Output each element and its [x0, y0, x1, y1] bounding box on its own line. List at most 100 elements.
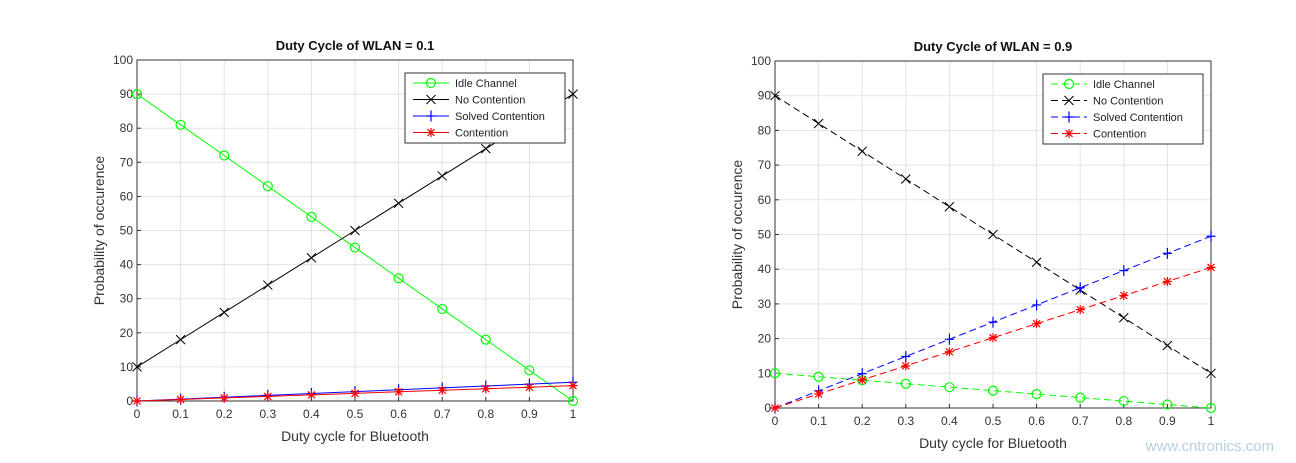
- y-tick-label: 90: [120, 87, 134, 101]
- data-point: [1162, 247, 1172, 259]
- data-point: [219, 150, 230, 161]
- data-point: [175, 119, 186, 130]
- data-point: [524, 382, 534, 392]
- legend-marker: [426, 128, 436, 137]
- data-point: [901, 361, 911, 371]
- y-tick-label: 80: [758, 123, 772, 137]
- y-tick-label: 100: [113, 53, 133, 67]
- data-point: [131, 88, 143, 100]
- data-point: [219, 393, 229, 403]
- data-point: [987, 385, 999, 396]
- data-point: [350, 225, 360, 236]
- x-axis-label: Duty cycle for Bluetooth: [919, 435, 1067, 451]
- legend-label: Solved Contention: [455, 111, 545, 123]
- y-tick-label: 0: [126, 394, 133, 408]
- x-tick-label: 0.4: [941, 414, 958, 428]
- data-point: [988, 229, 998, 240]
- data-point: [813, 118, 824, 129]
- data-point: [306, 211, 317, 222]
- data-point: [349, 242, 361, 253]
- data-point: [1075, 282, 1085, 294]
- y-tick-label: 10: [758, 366, 772, 380]
- y-tick-label: 60: [758, 193, 772, 207]
- data-point: [857, 375, 867, 385]
- x-tick-label: 0.5: [985, 414, 1002, 428]
- legend-label: No Contention: [455, 95, 525, 107]
- data-point: [568, 89, 578, 99]
- x-tick-label: 0.3: [897, 414, 914, 428]
- data-point: [944, 333, 954, 345]
- y-tick-label: 40: [758, 262, 772, 276]
- x-tick-label: 0.1: [810, 414, 827, 428]
- x-tick-label: 0.1: [172, 407, 189, 421]
- data-point: [1075, 305, 1085, 315]
- series-contention: [132, 381, 578, 406]
- legend-label: Idle Channel: [1093, 79, 1155, 91]
- series-idle-channel: [131, 88, 579, 407]
- x-tick-label: 0: [134, 407, 141, 421]
- legend-label: Contention: [1093, 129, 1146, 141]
- data-point: [814, 389, 824, 399]
- y-tick-label: 80: [120, 121, 134, 135]
- data-point: [988, 316, 998, 328]
- y-tick-label: 50: [120, 224, 134, 238]
- data-point: [944, 201, 955, 212]
- y-tick-label: 70: [758, 158, 772, 172]
- data-point: [175, 334, 186, 345]
- y-tick-label: 90: [758, 89, 772, 103]
- chart-title: Duty Cycle of WLAN = 0.9: [914, 39, 1073, 54]
- y-tick-label: 100: [751, 54, 771, 68]
- data-point: [132, 362, 142, 372]
- x-tick-label: 0.9: [521, 407, 538, 421]
- y-axis-label: Probability of occurence: [91, 156, 107, 306]
- legend-marker: [426, 94, 436, 105]
- data-point: [944, 347, 954, 357]
- x-tick-label: 0.5: [347, 407, 364, 421]
- x-tick-label: 1: [1208, 414, 1215, 428]
- data-point: [1075, 392, 1086, 403]
- data-point: [1031, 257, 1042, 268]
- y-tick-label: 10: [120, 360, 134, 374]
- x-tick-label: 1: [570, 407, 577, 421]
- x-tick-label: 0.8: [1115, 414, 1132, 428]
- legend-marker: [1064, 111, 1074, 123]
- data-point: [350, 388, 360, 398]
- data-point: [857, 146, 868, 157]
- legend-label: Contention: [455, 128, 508, 140]
- y-tick-label: 40: [120, 258, 134, 272]
- data-point: [770, 90, 780, 101]
- data-point: [568, 381, 578, 391]
- x-tick-label: 0.2: [854, 414, 871, 428]
- data-point: [944, 382, 955, 393]
- legend: Idle Channel No Contention Solved Contenti…: [404, 72, 566, 144]
- data-point: [263, 391, 273, 401]
- legend-marker: [1063, 78, 1075, 90]
- legend-marker: [425, 77, 437, 89]
- data-point: [437, 171, 448, 181]
- data-point: [481, 384, 491, 394]
- data-point: [306, 390, 316, 400]
- data-point: [1031, 389, 1042, 400]
- data-point: [480, 143, 491, 154]
- data-point: [176, 394, 186, 404]
- legend-label: Solved Contention: [1093, 112, 1183, 124]
- data-point: [770, 403, 780, 413]
- data-point: [988, 333, 998, 343]
- data-point: [1119, 291, 1129, 301]
- data-point: [900, 174, 911, 184]
- data-point: [1162, 340, 1173, 351]
- data-point: [1119, 265, 1129, 277]
- legend-marker: [1064, 95, 1074, 106]
- series-contention: [770, 262, 1216, 413]
- data-point: [262, 181, 273, 192]
- y-tick-label: 0: [764, 401, 771, 415]
- y-tick-label: 20: [758, 332, 772, 346]
- data-point: [219, 307, 230, 318]
- chart-title: Duty Cycle of WLAN = 0.1: [276, 38, 435, 53]
- y-axis-label: Probability of occurence: [729, 160, 745, 310]
- legend-label: Idle Channel: [455, 78, 517, 90]
- data-point: [262, 280, 273, 290]
- data-point: [524, 365, 535, 376]
- x-tick-label: 0.4: [303, 407, 320, 421]
